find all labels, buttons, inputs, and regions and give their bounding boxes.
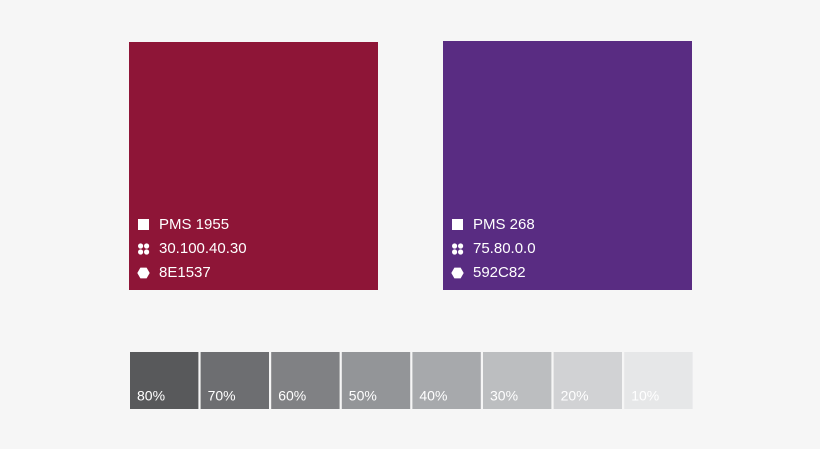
tint-label: 20% [561,388,589,404]
cmyk-icon [144,243,150,249]
tint-label: 40% [419,388,447,404]
cmyk-icon [144,249,150,255]
color-swatch [129,42,378,290]
cmyk-value: 30.100.40.30 [159,240,247,257]
tint-label: 50% [349,388,377,404]
cmyk-icon [138,243,144,249]
tint-label: 70% [208,388,236,404]
cmyk-icon [452,243,458,249]
cmyk-value: 75.80.0.0 [473,240,536,257]
tint-swatch [412,352,481,409]
tint-label: 60% [278,388,306,404]
tint-swatch [271,352,340,409]
pms-value: PMS 268 [473,216,535,233]
tint-swatch [553,352,622,409]
cmyk-icon [458,243,464,249]
pms-value: PMS 1955 [159,216,229,233]
tint-swatch [341,352,411,409]
tint-label: 10% [631,388,659,404]
tint-swatch [200,352,269,409]
hex-icon [451,267,464,279]
cmyk-icon [138,249,144,255]
tint-label: 30% [490,388,518,404]
tint-swatch [624,352,693,409]
tint-swatch [483,352,552,409]
cmyk-icon [452,249,458,255]
color-swatch [443,41,692,290]
pms-icon [452,219,463,230]
hex-value: 8E1537 [159,264,211,281]
hex-value: 592C82 [473,264,526,281]
hex-icon [137,267,150,279]
tint-label: 80% [137,388,165,404]
cmyk-icon [458,249,464,255]
pms-icon [138,219,149,230]
tint-swatch [130,352,199,409]
